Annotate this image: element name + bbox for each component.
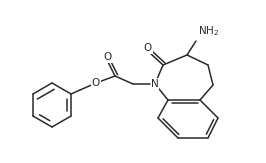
Text: O: O — [92, 78, 100, 88]
Text: N: N — [151, 79, 159, 89]
Text: O: O — [144, 43, 152, 53]
Text: NH$_2$: NH$_2$ — [198, 24, 219, 38]
Text: O: O — [104, 52, 112, 62]
